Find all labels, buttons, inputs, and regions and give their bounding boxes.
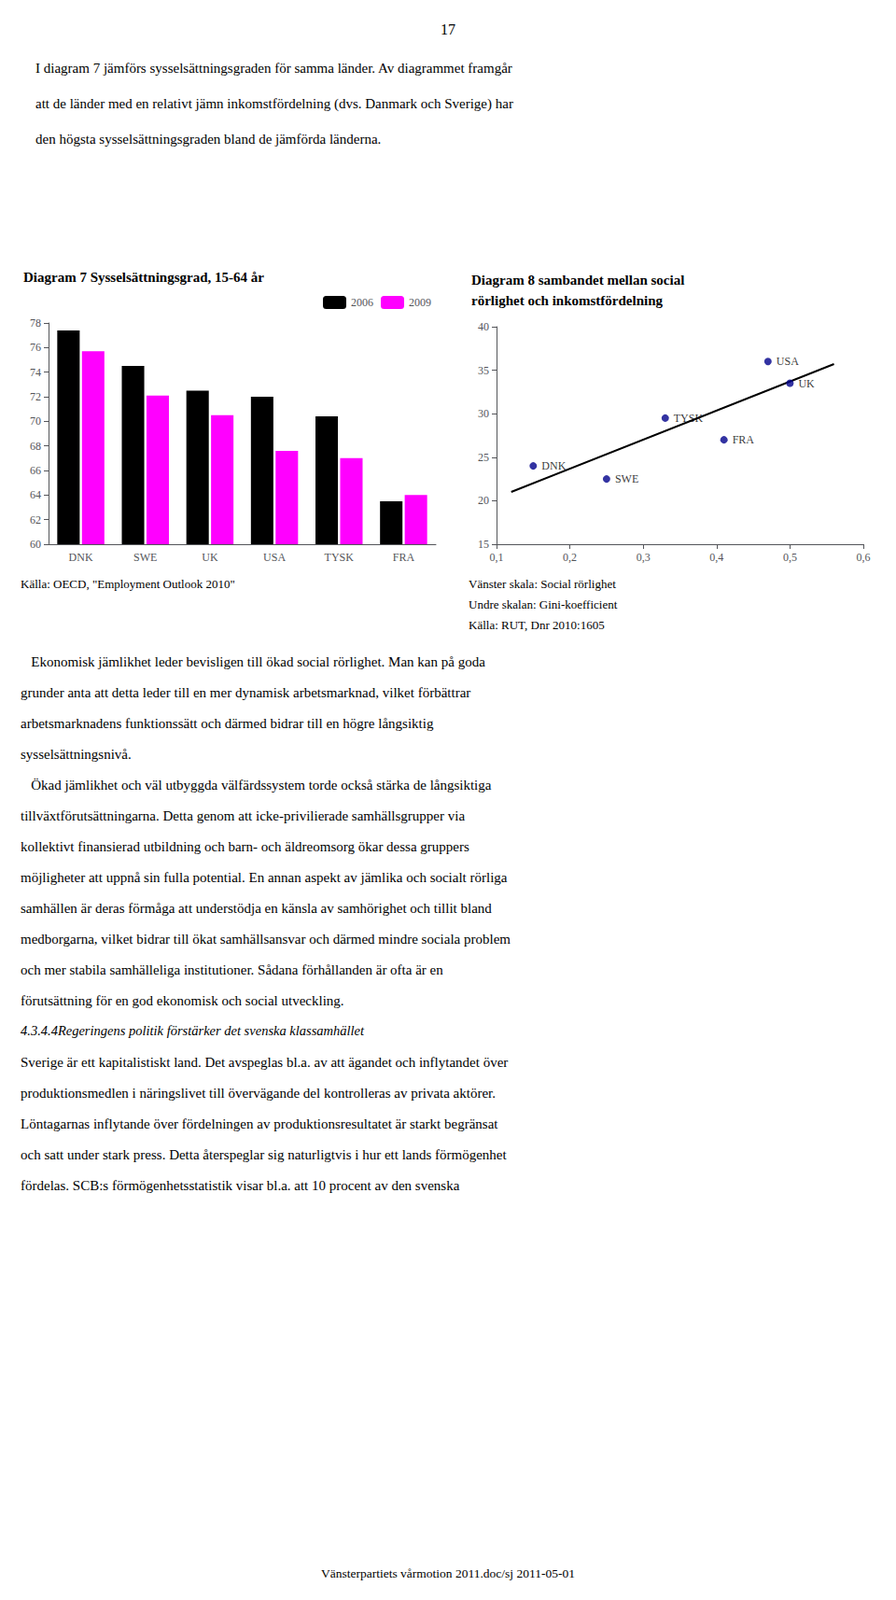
html-text:grunder anta att detta leder t: grunder anta att detta leder till en mer… [20,685,471,700]
svg-text:SWE: SWE [133,550,157,564]
html-text:att de länder med en relativt: att de länder med en relativt jämn inkom… [35,96,514,112]
svg-text:66: 66 [29,463,42,477]
svg-text:60: 60 [29,537,42,551]
svg-text:0,1: 0,1 [490,550,504,564]
html-text:Löntagarnas inflytande över fö: Löntagarnas inflytande över fördelningen… [20,1116,498,1132]
html-text:17: 17 [440,21,456,38]
html-text:Vänster skala: Social rörlighe: Vänster skala: Social rörlighet [468,576,616,591]
svg-text:SWE: SWE [615,472,639,486]
svg-text:68: 68 [29,439,42,453]
svg-text:2006: 2006 [350,295,374,309]
html-text:sysselsättningsnivå.: sysselsättningsnivå. [20,746,132,762]
svg-text:TYSK: TYSK [324,550,355,564]
html-text:4.3.4.4Regeringens politik för: 4.3.4.4Regeringens politik förstärker de… [20,1022,365,1038]
html-text:samhällen är deras förmåga att: samhällen är deras förmåga att understöd… [20,900,492,916]
svg-text:76: 76 [29,340,42,354]
html-text:Ökad jämlikhet och väl utbyggd: Ökad jämlikhet och väl utbyggda välfärds… [20,777,492,793]
svg-text:2009: 2009 [408,295,432,309]
svg-text:70: 70 [29,414,42,428]
svg-text:0,2: 0,2 [562,550,577,564]
svg-text:40: 40 [477,320,490,334]
html-text:Vänsterpartiets vårmotion 2011: Vänsterpartiets vårmotion 2011.doc/sj 20… [321,1566,575,1581]
html-text:Källa: RUT, Dnr 2010:1605: Källa: RUT, Dnr 2010:1605 [468,617,605,632]
svg-text:78: 78 [29,316,42,330]
html-text:och satt under stark press. De: och satt under stark press. Detta återsp… [20,1147,507,1162]
svg-text:UK: UK [201,550,219,564]
html-text:produktionsmedlen i näringsliv: produktionsmedlen i näringslivet till öv… [20,1085,496,1101]
svg-text:FRA: FRA [392,550,416,564]
html-text:förutsättning för en god ekono: förutsättning för en god ekonomisk och s… [20,993,345,1008]
html-text:Källa: OECD, "Employment Outlo: Källa: OECD, "Employment Outlook 2010" [20,576,236,591]
html-text:arbetsmarknadens funktionssätt: arbetsmarknadens funktionssätt och därme… [20,715,434,731]
svg-text:25: 25 [477,450,490,464]
html-text:Undre skalan: Gini-koefficient: Undre skalan: Gini-koefficient [468,597,618,612]
html-text:Ekonomisk jämlikhet leder bevi: Ekonomisk jämlikhet leder bevisligen til… [20,654,486,670]
svg-text:74: 74 [29,365,42,379]
svg-text:USA: USA [776,354,799,368]
svg-text:0,4: 0,4 [709,550,724,564]
html-text:den högsta sysselsättningsgrad: den högsta sysselsättningsgraden bland d… [35,131,382,147]
html-text:möjligheter att uppnå sin full: möjligheter att uppnå sin fulla potentia… [20,869,508,885]
svg-text:FRA: FRA [732,433,756,447]
svg-text:35: 35 [477,364,490,378]
svg-text:30: 30 [477,406,490,420]
svg-text:72: 72 [29,390,42,404]
svg-text:62: 62 [29,513,42,527]
svg-text:USA: USA [263,550,286,564]
svg-text:0,6: 0,6 [856,550,871,564]
svg-text:TYSK: TYSK [673,411,704,425]
html-text:och mer stabila samhälleliga i: och mer stabila samhälleliga institution… [20,962,444,978]
svg-text:0,3: 0,3 [636,550,651,564]
svg-text:DNK: DNK [541,459,566,473]
svg-text:15: 15 [477,537,490,551]
svg-text:UK: UK [798,377,815,391]
html-text:I diagram 7 jämförs sysselsätt: I diagram 7 jämförs sysselsättningsgrade… [35,60,513,76]
html-text:tillväxtförutsättningarna. Det: tillväxtförutsättningarna. Detta genom a… [20,808,465,824]
html-text:Sverige är ett kapitalistiskt: Sverige är ett kapitalistiskt land. Det … [20,1054,509,1070]
svg-text:Diagram 7 Sysselsättningsgrad,: Diagram 7 Sysselsättningsgrad, 15-64 år [23,269,265,285]
html-text:medborgarna, vilket bidrar til: medborgarna, vilket bidrar till ökat sam… [20,931,511,947]
svg-text:DNK: DNK [69,550,94,564]
svg-text:20: 20 [477,493,490,507]
html-text:kollektivt finansierad utbildn: kollektivt finansierad utbildning och ba… [20,839,470,854]
svg-text:rörlighet och inkomstfördelnin: rörlighet och inkomstfördelning [471,293,663,308]
svg-text:64: 64 [29,488,42,502]
svg-text:0,5: 0,5 [783,550,798,564]
html-text:fördelas. SCB:s förmögenhetsst: fördelas. SCB:s förmögenhetsstatistik vi… [20,1177,460,1193]
svg-text:Diagram 8 sambandet mellan soc: Diagram 8 sambandet mellan social [471,272,685,288]
